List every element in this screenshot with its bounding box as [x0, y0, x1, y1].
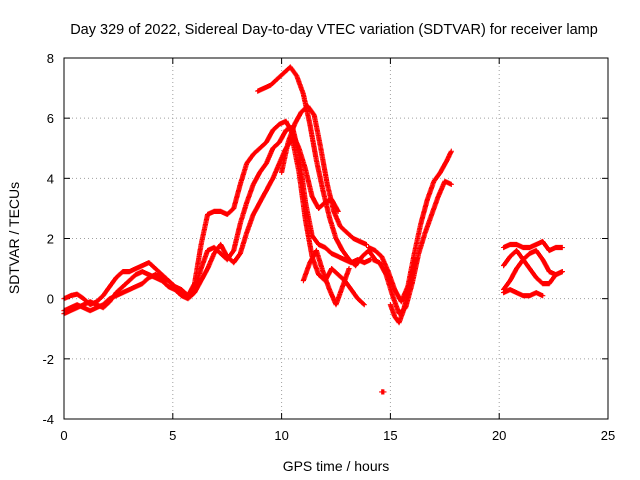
x-tick-label: 10	[274, 428, 288, 443]
data-series	[501, 247, 565, 293]
x-tick-label: 15	[383, 428, 397, 443]
x-tick-label: 0	[60, 428, 67, 443]
series-markers	[387, 256, 420, 326]
data-series	[501, 287, 546, 299]
y-tick-label: 6	[47, 111, 54, 126]
data-series	[501, 238, 565, 254]
x-tick-label: 5	[169, 428, 176, 443]
y-tick-label: -4	[42, 412, 54, 427]
data-marks	[61, 64, 565, 395]
data-series	[255, 64, 378, 269]
data-series	[279, 103, 370, 248]
series-markers	[370, 178, 454, 317]
y-axis-label: SDTVAR / TECUs	[6, 182, 22, 294]
series-markers	[501, 238, 565, 254]
x-axis-label: GPS time / hours	[283, 458, 390, 474]
data-series	[387, 256, 420, 326]
y-tick-label: 4	[47, 171, 54, 186]
x-tick-label: 20	[492, 428, 506, 443]
y-tick-label: 0	[47, 292, 54, 307]
series-markers	[501, 247, 565, 293]
series-markers	[501, 247, 565, 287]
series-markers	[255, 64, 378, 269]
series-markers	[300, 247, 352, 308]
series-markers	[279, 103, 370, 248]
data-series	[370, 178, 454, 317]
series-markers	[501, 287, 546, 299]
y-tick-label: 8	[47, 51, 54, 66]
series-markers	[379, 389, 387, 395]
x-tick-label: 25	[601, 428, 615, 443]
data-series	[300, 247, 352, 308]
data-series	[501, 247, 565, 287]
chart-title: Day 329 of 2022, Sidereal Day-to-day VTE…	[70, 22, 598, 38]
plot-frame	[63, 57, 609, 420]
data-series	[379, 389, 387, 395]
y-tick-label: -2	[42, 352, 54, 367]
y-tick-label: 2	[47, 232, 54, 247]
